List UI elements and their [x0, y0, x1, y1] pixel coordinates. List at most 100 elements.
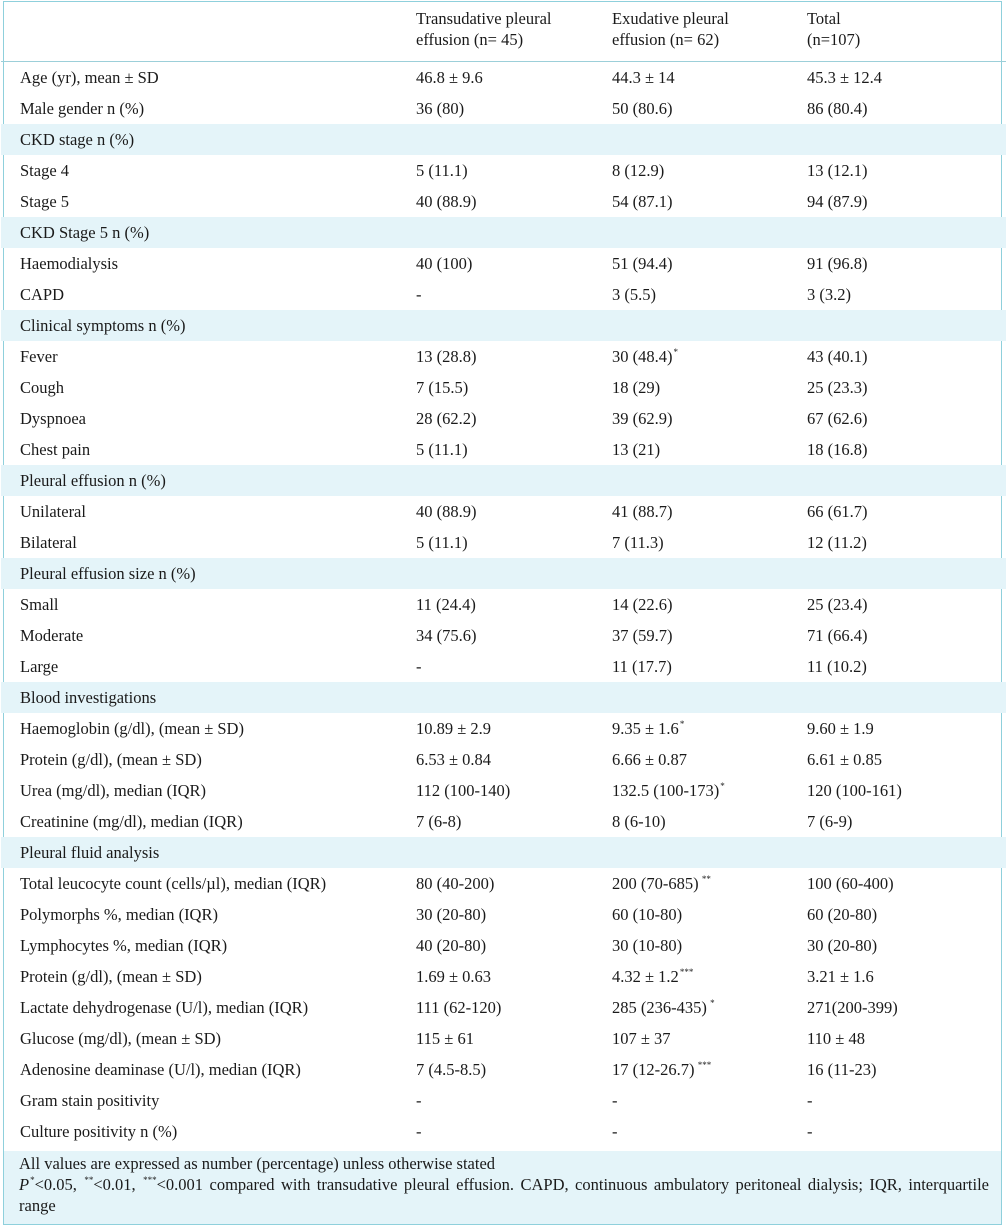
cell-exudative: 50 (80.6)	[612, 98, 673, 118]
cell-exudative: -	[612, 1090, 618, 1110]
cell-exudative: 39 (62.9)	[612, 408, 673, 428]
table-row: Large - 11 (17.7) 11 (10.2)	[1, 651, 1006, 682]
table-row: CAPD - 3 (5.5) 3 (3.2)	[1, 279, 1006, 310]
cell-exudative: 3 (5.5)	[612, 284, 656, 304]
cell-exudative: 51 (94.4)	[612, 253, 673, 273]
cell-exudative: 60 (10-80)	[612, 904, 683, 924]
cell-transudative: -	[416, 1090, 422, 1110]
cell-exudative: 18 (29)	[612, 377, 661, 397]
section-row: Blood investigations	[1, 681, 1006, 713]
table-row: Age (yr), mean ± SD 46.8 ± 9.6 44.3 ± 14 45…	[1, 61, 1006, 93]
cell-total: 3.21 ± 1.6	[807, 966, 874, 986]
row-label: Haemodialysis	[20, 253, 119, 273]
table-row: Stage 5 40 (88.9) 54 (87.1) 94 (87.9)	[1, 186, 1006, 217]
cell-transudative: 7 (6-8)	[416, 811, 462, 831]
cell-transudative: 5 (11.1)	[416, 160, 468, 180]
cell-transudative: 112 (100-140)	[416, 780, 511, 800]
cell-exudative: 4.32 ± 1.2***	[612, 966, 694, 986]
cell-total: 16 (11-23)	[807, 1059, 877, 1079]
section-row: Pleural effusion n (%)	[1, 464, 1006, 496]
table-row: Lymphocytes %, median (IQR) 40 (20-80) 30 …	[1, 930, 1006, 961]
cell-exudative: 37 (59.7)	[612, 625, 673, 645]
row-label: Age (yr), mean ± SD	[20, 67, 159, 87]
table-row: Chest pain 5 (11.1) 13 (21) 18 (16.8)	[1, 434, 1006, 465]
table-row: Fever 13 (28.8) 30 (48.4)* 43 (40.1)	[1, 341, 1006, 372]
significance-marker: **	[699, 873, 711, 884]
table-body: Age (yr), mean ± SD 46.8 ± 9.6 44.3 ± 14 45…	[1, 61, 1006, 1147]
cell-total: -	[807, 1121, 813, 1141]
cell-total: 43 (40.1)	[807, 346, 868, 366]
cell-transudative: 5 (11.1)	[416, 532, 468, 552]
table-row: Total leucocyte count (cells/µl), median…	[1, 868, 1006, 899]
cell-transudative: 40 (88.9)	[416, 191, 477, 211]
cell-total: -	[807, 1090, 813, 1110]
header-cell-total: Total (n=107)	[807, 9, 861, 49]
section-label: CKD Stage 5 n (%)	[1, 216, 1006, 248]
table-row: Polymorphs %, median (IQR) 30 (20-80) 60 (…	[1, 899, 1006, 930]
cell-transudative: 115 ± 61	[416, 1028, 474, 1048]
significance-marker: *	[673, 346, 679, 357]
row-label: Lactate dehydrogenase (U/l), median (IQR…	[20, 997, 309, 1017]
row-label: Large	[20, 656, 59, 676]
cell-exudative: 14 (22.6)	[612, 594, 673, 614]
footnote-line-2: P*<0.05, **<0.01, ***<0.001 compared wit…	[19, 1175, 990, 1215]
table-row: Stage 4 5 (11.1) 8 (12.9) 13 (12.1)	[1, 155, 1006, 186]
section-label: Pleural fluid analysis	[1, 836, 1006, 868]
table-row: Small 11 (24.4) 14 (22.6) 25 (23.4)	[1, 589, 1006, 620]
cell-transudative: 5 (11.1)	[416, 439, 468, 459]
cell-exudative: 54 (87.1)	[612, 191, 673, 211]
table-row: Unilateral 40 (88.9) 41 (88.7) 66 (61.7)	[1, 496, 1006, 527]
footnote-line-1: All values are expressed as number (perc…	[19, 1154, 496, 1173]
row-label: Glucose (mg/dl), (mean ± SD)	[20, 1028, 222, 1048]
cell-total: 11 (10.2)	[807, 656, 867, 676]
cell-total: 67 (62.6)	[807, 408, 868, 428]
header-cell-transudative: Transudative pleural effusion (n= 45)	[416, 9, 552, 49]
cell-transudative: -	[416, 284, 422, 304]
significance-marker: ***	[679, 966, 694, 977]
cell-total: 71 (66.4)	[807, 625, 868, 645]
header-cell-exudative: Exudative pleural effusion (n= 62)	[612, 9, 729, 49]
cell-exudative: 17 (12-26.7) ***	[612, 1059, 712, 1079]
data-table: Transudative pleural effusion (n= 45) Ex…	[1, 0, 1006, 1147]
cell-transudative: 111 (62-120)	[416, 997, 502, 1017]
cell-total: 91 (96.8)	[807, 253, 868, 273]
table-row: Creatinine (mg/dl), median (IQR) 7 (6-8) 8…	[1, 806, 1006, 837]
cell-exudative: 30 (10-80)	[612, 935, 683, 955]
cell-transudative: -	[416, 1121, 422, 1141]
significance-marker: *	[707, 997, 715, 1008]
cell-transudative: 10.89 ± 2.9	[416, 718, 492, 738]
cell-total: 13 (12.1)	[807, 160, 868, 180]
table-row: Gram stain positivity - - -	[1, 1085, 1006, 1116]
row-label: Culture positivity n (%)	[20, 1121, 178, 1141]
cell-exudative: 8 (12.9)	[612, 160, 665, 180]
table-row: Culture positivity n (%) - - -	[1, 1116, 1006, 1147]
row-label: Polymorphs %, median (IQR)	[20, 904, 218, 924]
cell-total: 271(200-399)	[807, 997, 898, 1017]
cell-total: 94 (87.9)	[807, 191, 868, 211]
significance-marker: *	[679, 718, 685, 729]
cell-total: 18 (16.8)	[807, 439, 868, 459]
table-frame	[3, 1, 1002, 1225]
section-row: CKD stage n (%)	[1, 123, 1006, 155]
table-row: Haemoglobin (g/dl), (mean ± SD) 10.89 ± 2…	[1, 713, 1006, 744]
cell-exudative: 7 (11.3)	[612, 532, 664, 552]
cell-total: 45.3 ± 12.4	[807, 67, 883, 87]
row-label: Chest pain	[20, 439, 91, 459]
cell-exudative: -	[612, 1121, 618, 1141]
table-row: Male gender n (%) 36 (80) 50 (80.6) 86 (80.…	[1, 93, 1006, 124]
row-label: Moderate	[20, 625, 84, 645]
section-label: CKD stage n (%)	[1, 123, 1006, 155]
table-row: Protein (g/dl), (mean ± SD) 6.53 ± 0.84 6.…	[1, 744, 1006, 775]
cell-transudative: 6.53 ± 0.84	[416, 749, 492, 769]
cell-exudative: 6.66 ± 0.87	[612, 749, 688, 769]
cell-transudative: 40 (88.9)	[416, 501, 477, 521]
table-row: Adenosine deaminase (U/l), median (IQR) 7…	[1, 1054, 1006, 1085]
section-row: CKD Stage 5 n (%)	[1, 216, 1006, 248]
cell-total: 9.60 ± 1.9	[807, 718, 874, 738]
cell-transudative: -	[416, 656, 422, 676]
cell-transudative: 7 (4.5-8.5)	[416, 1059, 487, 1079]
section-label: Pleural effusion n (%)	[1, 464, 1006, 496]
header-cell-label	[1, 0, 416, 61]
cell-exudative: 30 (48.4)*	[612, 346, 679, 366]
table-row: Cough 7 (15.5) 18 (29) 25 (23.3)	[1, 372, 1006, 403]
